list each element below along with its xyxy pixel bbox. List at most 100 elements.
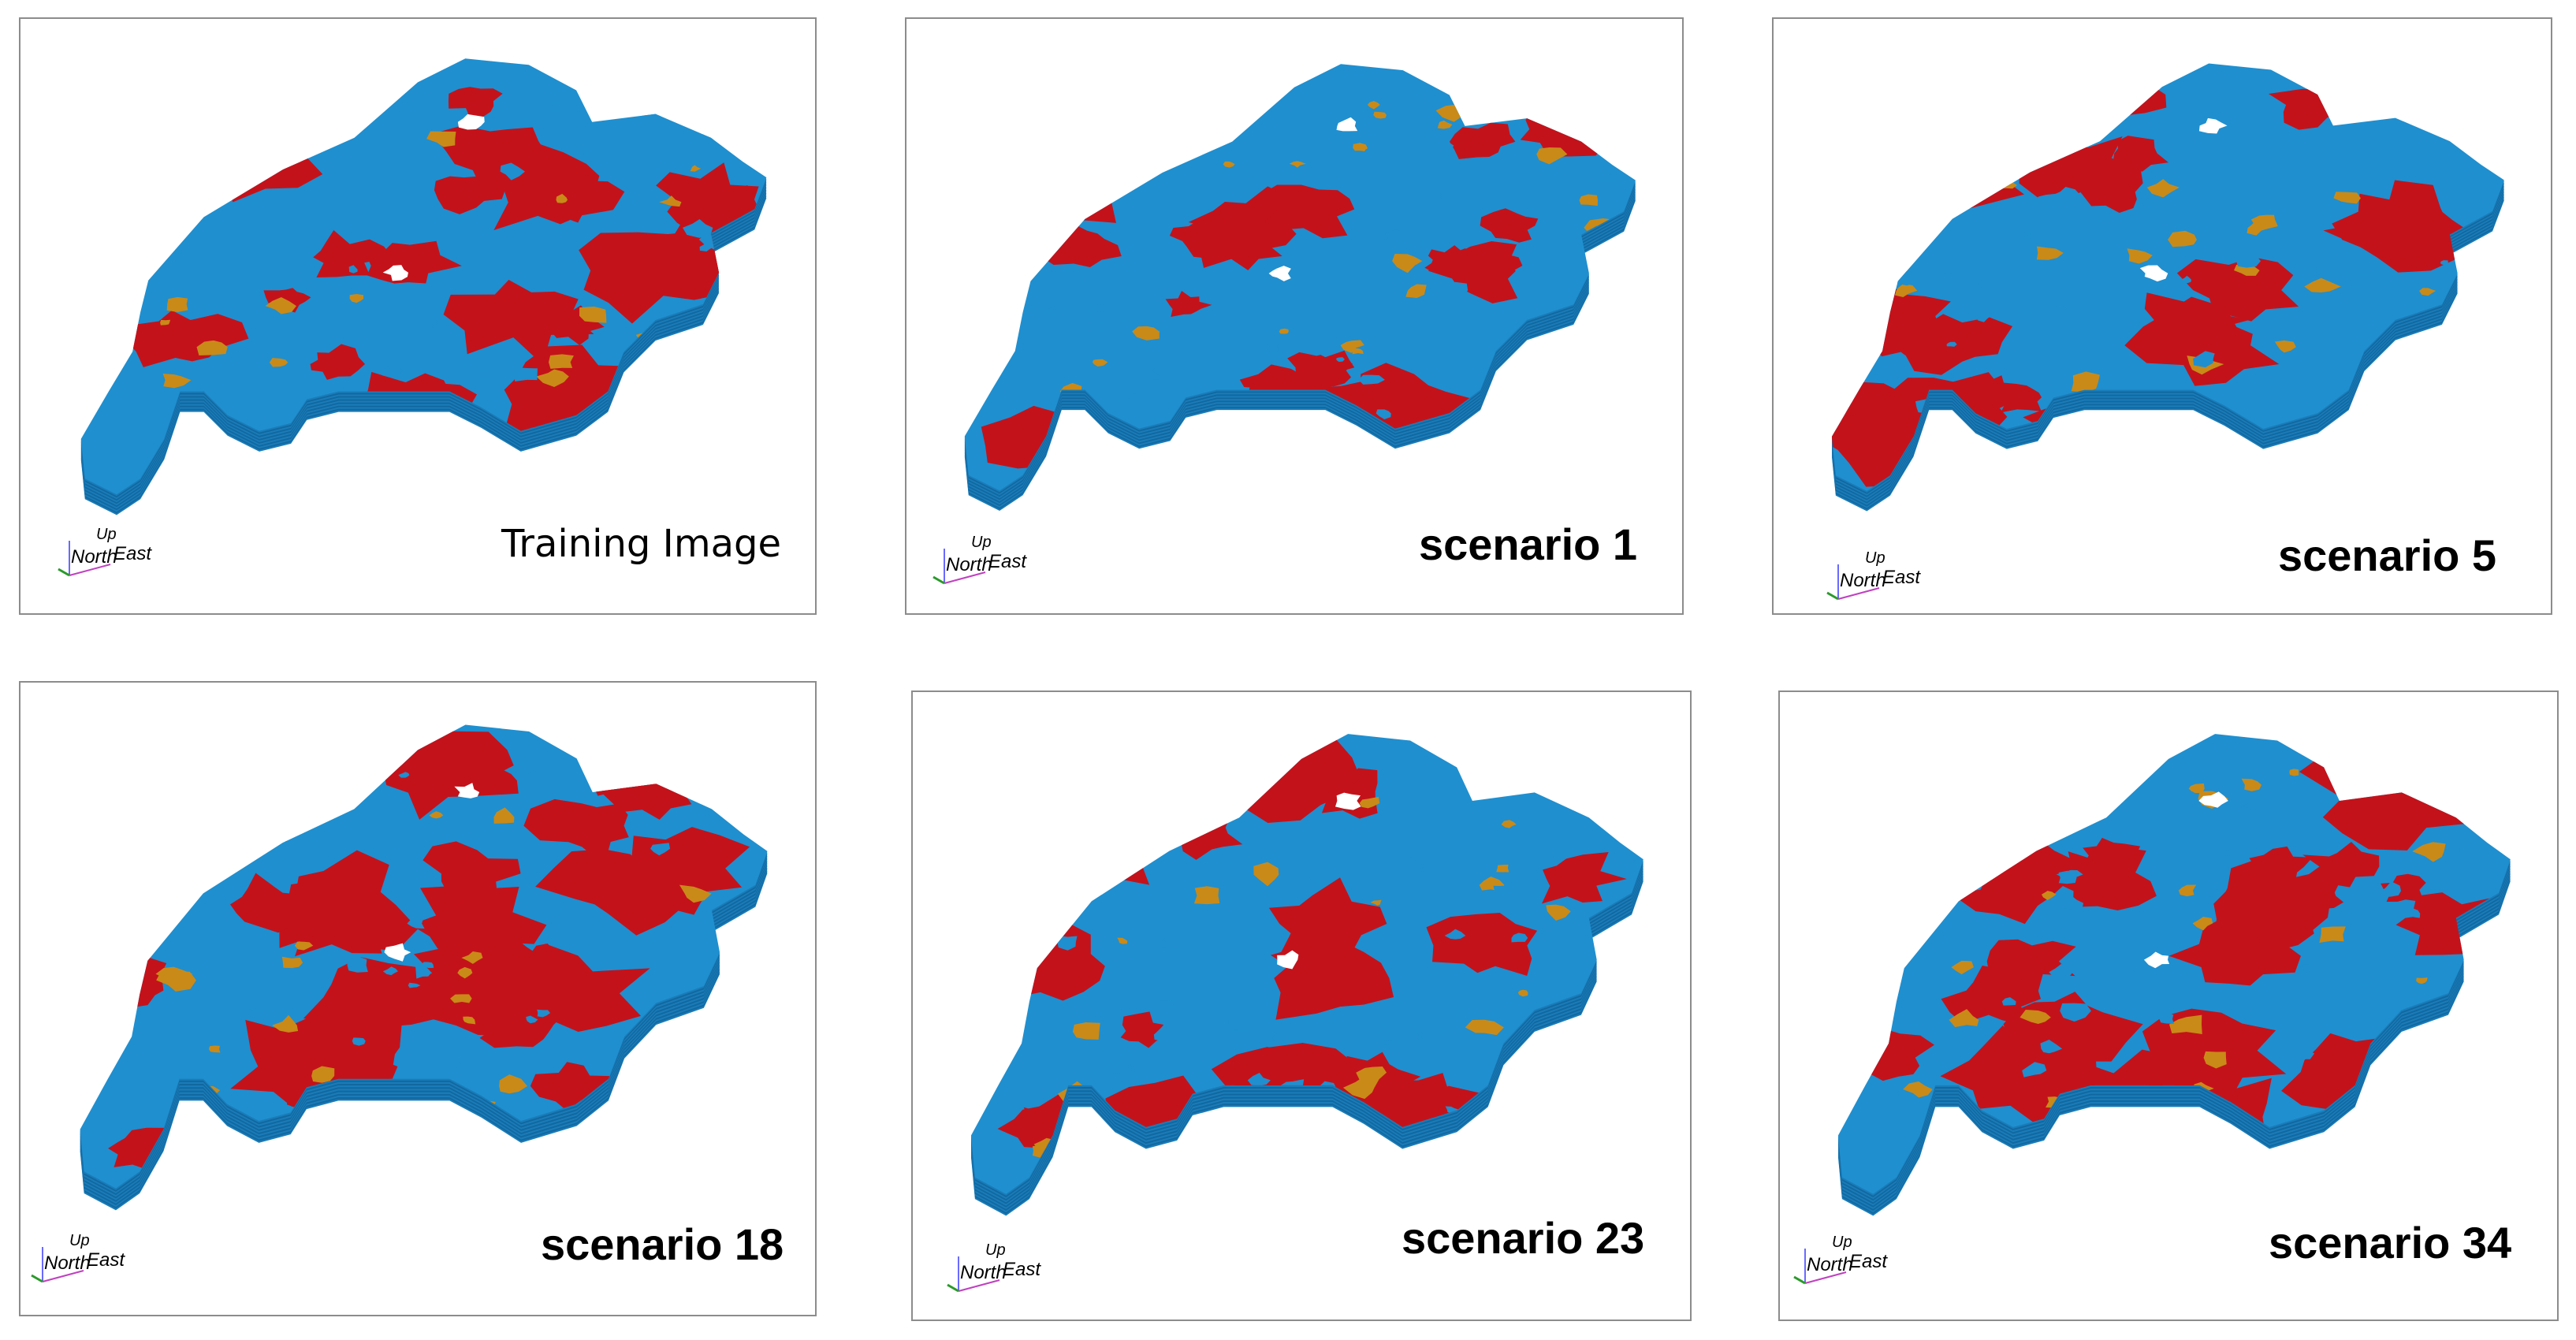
facies-patch-blue <box>1392 855 1425 875</box>
facies-patch-orange <box>2182 429 2201 441</box>
model-gap <box>2198 791 2228 808</box>
facies-patch-red <box>124 310 249 367</box>
facies-patch-blue <box>667 387 683 399</box>
facies-patch-orange <box>208 1045 221 1053</box>
axis-up-label: Up <box>985 1241 1006 1259</box>
facies-patch-red <box>230 873 304 933</box>
facies-patch-red <box>1893 160 1953 199</box>
model-gap <box>2143 951 2170 969</box>
facies-patch-orange <box>1193 886 1220 905</box>
facies-patch-orange <box>1352 348 1364 355</box>
facies-patch-blue <box>377 203 387 208</box>
facies-patch-red <box>656 162 759 235</box>
facies-patch-orange <box>457 966 473 979</box>
facies-patch-blue <box>2344 274 2377 288</box>
orientation-axis-icon: Up North East <box>930 520 1072 591</box>
facies-patch-blue <box>651 418 661 423</box>
axis-north-label: North <box>946 554 992 575</box>
facies-patch-orange <box>1579 194 1599 207</box>
facies-patch-red <box>1528 405 1625 460</box>
facies-patch-blue <box>2193 351 2215 368</box>
facies-patch-blue <box>699 243 714 251</box>
facies-patch-orange <box>499 1074 528 1094</box>
facies-patch-orange <box>196 340 228 355</box>
facies-patch-red <box>1449 122 1516 159</box>
facies-patch-red <box>80 170 192 230</box>
facies-patch-orange <box>1092 359 1108 367</box>
facies-patch-blue <box>1439 188 1462 201</box>
facies-patch-blue <box>2013 308 2037 323</box>
facies-patch-orange <box>1005 166 1026 180</box>
facies-patch-blue <box>526 1015 538 1024</box>
facies-patch-orange <box>1951 960 1975 975</box>
model-gap <box>1335 792 1361 810</box>
model-top-surface <box>964 64 1636 491</box>
facies-patch-blue <box>1967 881 1982 891</box>
facies-patch-red <box>2213 888 2316 951</box>
facies-patch-blue <box>420 962 434 969</box>
facies-patch-blue <box>2053 187 2080 200</box>
facies-patch-blue <box>500 162 526 181</box>
facies-patch-blue <box>419 970 431 977</box>
facies-patch-red <box>1428 240 1518 303</box>
facies-patch-blue <box>1043 899 1066 913</box>
facies-patch-orange <box>450 994 472 1003</box>
facies-patch-blue <box>2180 275 2191 284</box>
facies-patch-orange <box>2333 192 2361 204</box>
facies-patch-orange <box>162 373 192 389</box>
facies-patch-orange <box>493 807 515 824</box>
facies-patch-red <box>479 996 567 1048</box>
facies-patch-red <box>2202 941 2267 972</box>
facies-patch-orange <box>679 884 712 903</box>
facies-patch-red <box>1016 757 1098 812</box>
facies-patch-blue <box>1443 142 1454 150</box>
facies-patch-red <box>1887 102 1951 141</box>
facies-patch-orange <box>1356 1066 1387 1085</box>
facies-patch-blue <box>225 99 249 114</box>
facies-patch-orange <box>2192 916 2213 931</box>
model-gap <box>454 783 480 798</box>
facies-patch-red <box>1426 912 1538 977</box>
facies-patch-orange <box>155 966 193 985</box>
facies-patch-blue <box>2405 908 2421 918</box>
facies-patch-orange <box>2250 214 2278 229</box>
orientation-axis-icon: Up North East <box>944 1228 1086 1299</box>
facies-patch-blue <box>1901 217 1921 229</box>
facies-patch-blue <box>470 368 494 379</box>
facies-patch-blue <box>348 265 358 274</box>
facies-patch-blue <box>2158 1012 2174 1024</box>
facies-patch-blue <box>1493 885 1507 893</box>
facies-patch-red <box>2302 841 2380 888</box>
axis-north-label: North <box>960 1262 1007 1283</box>
facies-patch-orange <box>659 195 682 207</box>
facies-patch-blue <box>2341 945 2359 960</box>
facies-patch-blue <box>537 1009 551 1018</box>
facies-patch-orange <box>296 775 312 784</box>
facies-patch-blue <box>2016 160 2033 169</box>
facies-patch-orange <box>2412 842 2446 862</box>
model-gap <box>2198 117 2228 134</box>
facies-patch-orange <box>1373 111 1387 119</box>
facies-patch-orange <box>1253 862 1279 887</box>
facies-patch-orange <box>1437 120 1453 129</box>
axis-east-label: East <box>114 543 152 564</box>
facies-patch-blue <box>2382 940 2394 948</box>
facies-patch-red <box>1165 291 1212 317</box>
reservoir-model-image <box>964 64 1636 511</box>
facies-patch-red <box>1870 118 1966 171</box>
facies-patch-blue <box>239 264 258 275</box>
facies-patch-orange <box>1167 121 1203 140</box>
facies-patch-blue <box>1227 1013 1253 1031</box>
facies-patch-blue <box>504 763 534 781</box>
facies-patch-orange <box>426 131 456 147</box>
facies-patch-blue <box>1584 340 1596 349</box>
facies-patch-blue <box>542 853 550 859</box>
facies-patch-red <box>1513 433 1582 475</box>
facies-patch-blue <box>1383 1028 1402 1041</box>
facies-patch-orange <box>1132 326 1160 341</box>
facies-patch-blue <box>2058 870 2077 884</box>
facies-patch-orange <box>2178 884 2197 897</box>
facies-patch-blue <box>181 804 192 813</box>
facies-patch-blue <box>1375 409 1391 419</box>
facies-patch-blue <box>236 347 257 361</box>
